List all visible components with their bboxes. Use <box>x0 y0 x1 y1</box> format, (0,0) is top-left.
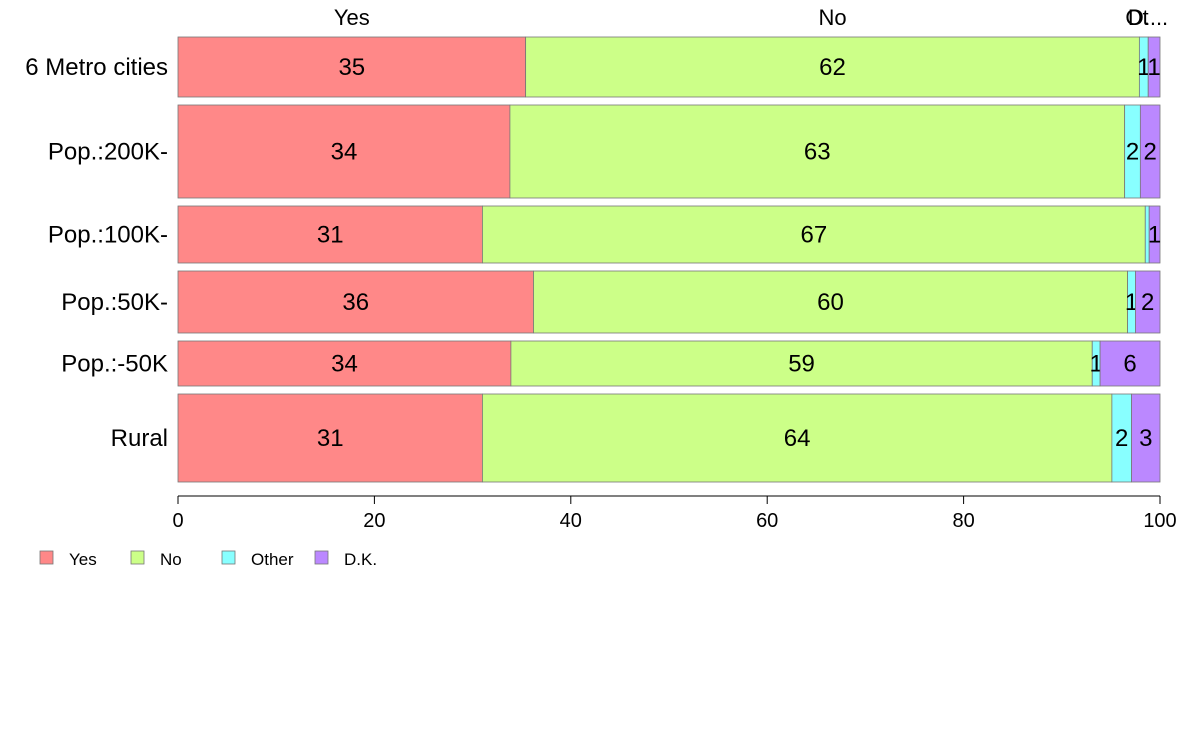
bar-segment <box>177 270 534 334</box>
legend-swatch <box>130 550 145 565</box>
data-label: 1 <box>1125 289 1138 316</box>
category-label: 6 Metro cities <box>25 54 168 81</box>
top-series-label: No <box>818 5 846 30</box>
data-label: 2 <box>1115 425 1128 452</box>
data-label: 63 <box>804 139 831 166</box>
bar-segment <box>1099 340 1161 387</box>
data-label: 2 <box>1141 289 1154 316</box>
bar-segment <box>482 393 1113 483</box>
bar-segment <box>1148 205 1161 264</box>
data-label: 31 <box>317 425 344 452</box>
data-label: 67 <box>800 222 827 249</box>
top-series-label: Ot <box>1125 5 1148 30</box>
category-label: Pop.:50K- <box>61 289 168 316</box>
legend-label: D.K. <box>344 550 377 569</box>
bar-segment <box>1131 393 1161 483</box>
data-label: 2 <box>1126 139 1139 166</box>
data-label: 3 <box>1139 425 1152 452</box>
data-label: 2 <box>1144 139 1157 166</box>
data-label: 59 <box>788 351 815 378</box>
category-label: Pop.:100K- <box>48 222 168 249</box>
bar-segment <box>177 104 511 199</box>
data-label: 6 <box>1123 351 1136 378</box>
legend-swatch <box>314 550 329 565</box>
legend-swatch <box>39 550 54 565</box>
x-tick-label: 80 <box>952 510 974 532</box>
bar-segment <box>1139 104 1161 199</box>
legend-label: No <box>160 550 182 569</box>
category-label: Rural <box>111 425 168 452</box>
legend-swatch <box>221 550 236 565</box>
data-label: 64 <box>784 425 811 452</box>
x-tick-label: 100 <box>1143 510 1176 532</box>
data-label: 1 <box>1089 351 1102 378</box>
data-label: 34 <box>331 139 358 166</box>
data-label: 31 <box>317 222 344 249</box>
data-label: 1 <box>1148 222 1161 249</box>
top-series-label: Yes <box>334 5 370 30</box>
bar-segment <box>525 36 1140 98</box>
bar-segment <box>1135 270 1161 334</box>
bar-segment <box>509 104 1126 199</box>
bar-segment <box>177 205 483 264</box>
legend-label: Other <box>251 550 294 569</box>
data-label: 35 <box>338 54 365 81</box>
bar-segment <box>1147 36 1161 98</box>
data-label: 1 <box>1147 54 1160 81</box>
top-series-label: D.... <box>1128 5 1168 30</box>
category-label: Pop.:200K- <box>48 139 168 166</box>
bar-segment <box>177 36 527 98</box>
data-label: 34 <box>331 351 358 378</box>
x-tick-label: 0 <box>172 510 183 532</box>
bar-segment <box>510 340 1093 387</box>
legend-label: Yes <box>69 550 97 569</box>
data-label: 60 <box>817 289 844 316</box>
x-tick-label: 60 <box>756 510 778 532</box>
bar-segment <box>533 270 1128 334</box>
bar-segment <box>177 393 483 483</box>
x-tick-label: 20 <box>363 510 385 532</box>
data-label: 1 <box>1137 54 1150 81</box>
x-tick-label: 40 <box>560 510 582 532</box>
data-label: 62 <box>819 54 846 81</box>
bar-segment <box>482 205 1146 264</box>
category-label: Pop.:-50K <box>61 351 168 378</box>
data-label: 36 <box>342 289 369 316</box>
